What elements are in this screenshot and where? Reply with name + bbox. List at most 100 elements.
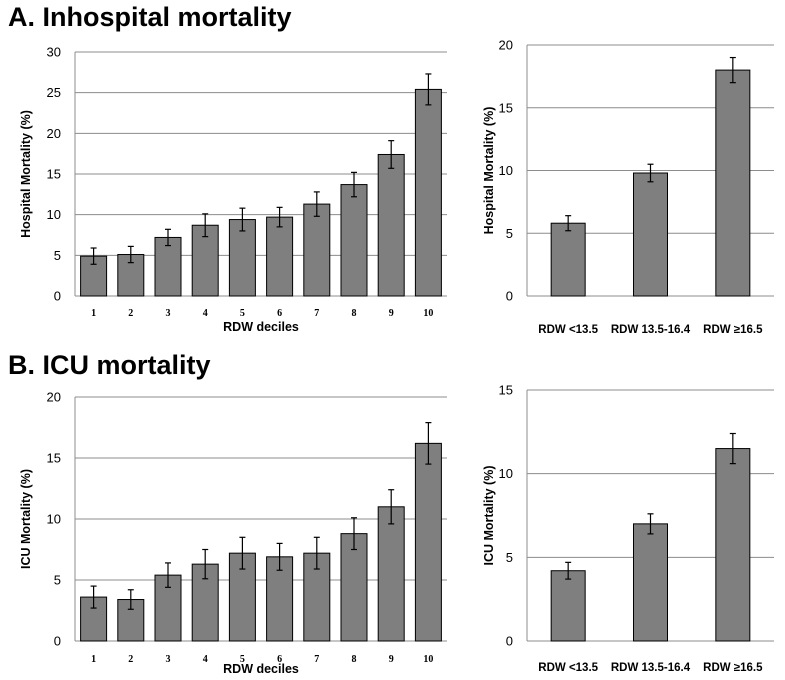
y-tick-label: 20 (47, 126, 61, 141)
y-axis-label: ICU Mortality (%) (482, 466, 496, 566)
y-tick-label: 0 (506, 289, 513, 304)
x-tick-label: RDW ≥16.5 (703, 662, 763, 674)
x-tick-label: 7 (314, 308, 319, 319)
error-bar (565, 215, 572, 232)
x-tick-label: 1 (91, 308, 96, 319)
y-tick-label: 15 (499, 383, 513, 398)
bar (266, 556, 294, 642)
error-bar (239, 207, 246, 232)
y-tick-label: 30 (47, 45, 61, 60)
bar (414, 442, 442, 642)
error-bar (425, 422, 432, 465)
y-tick-label: 15 (47, 451, 61, 466)
bar (117, 254, 145, 297)
y-tick-label: 20 (47, 390, 61, 405)
error-bar (565, 561, 572, 580)
y-tick-label: 0 (506, 634, 513, 649)
panel-a-title: A. Inhospital mortality (8, 2, 292, 32)
bar (377, 153, 405, 297)
x-tick-label: 5 (240, 654, 245, 665)
x-tick-label: 3 (166, 654, 171, 665)
x-tick-label: 10 (423, 308, 433, 319)
y-tick-label: 0 (54, 289, 61, 304)
y-tick-label: 5 (506, 550, 513, 565)
x-tick-label: 7 (314, 654, 319, 665)
error-bar (388, 140, 395, 169)
error-bar (127, 589, 134, 610)
bar (715, 69, 751, 297)
x-tick-label: RDW ≥16.5 (703, 324, 763, 336)
x-axis-label: RDW deciles (223, 662, 299, 676)
x-tick-label: 4 (203, 308, 208, 319)
x-tick-label: 6 (277, 308, 282, 319)
y-tick-label: 5 (54, 573, 61, 588)
y-tick-label: 10 (499, 163, 513, 178)
bar (633, 523, 668, 642)
bar (303, 203, 331, 297)
x-tick-label: 2 (128, 308, 133, 319)
panel-b-title: B. ICU mortality (8, 350, 211, 380)
y-tick-label: 10 (47, 207, 61, 222)
x-tick-label: 10 (423, 654, 433, 665)
y-tick-label: 15 (47, 167, 61, 182)
bar (414, 88, 442, 297)
bar (154, 236, 182, 297)
error-bar (388, 489, 395, 525)
x-tick-label: 8 (352, 308, 357, 319)
x-tick-label: 6 (277, 654, 282, 665)
y-tick-label: 15 (499, 100, 513, 115)
error-bar (90, 585, 97, 609)
y-tick-label: 25 (47, 85, 61, 100)
x-tick-label: 4 (203, 654, 208, 665)
error-bar (351, 517, 357, 551)
x-tick-label: 1 (91, 654, 96, 665)
y-tick-label: 10 (499, 466, 513, 481)
error-bar (313, 536, 320, 570)
error-bar (647, 513, 654, 535)
x-tick-label: RDW <13.5 (538, 324, 598, 336)
bar (550, 222, 586, 297)
y-tick-label: 20 (499, 38, 513, 53)
x-tick-label: 3 (166, 308, 171, 319)
x-tick-label: 5 (240, 308, 245, 319)
error-bar (202, 213, 209, 238)
error-bar (313, 191, 320, 217)
bar (377, 506, 405, 642)
x-tick-label: RDW <13.5 (538, 662, 598, 674)
error-bar (127, 245, 134, 264)
error-bar (165, 562, 171, 588)
x-tick-label: 9 (389, 308, 394, 319)
bar (266, 216, 294, 297)
x-tick-label: 8 (352, 654, 357, 665)
error-bar (425, 73, 432, 106)
error-bar (729, 56, 736, 84)
y-tick-label: 5 (54, 248, 61, 263)
error-bar (239, 536, 246, 570)
error-bar (90, 247, 97, 265)
y-tick-label: 10 (47, 512, 61, 527)
error-bar (202, 548, 209, 580)
x-tick-label: RDW 13.5-16.4 (611, 662, 691, 674)
y-tick-label: 0 (54, 634, 61, 649)
error-bar (276, 542, 283, 571)
bar (340, 533, 368, 642)
error-bar (276, 206, 283, 228)
bar (550, 570, 586, 642)
bar (340, 184, 368, 297)
y-axis-label: ICU Mortality (%) (19, 469, 33, 569)
x-axis-label: RDW deciles (223, 320, 299, 334)
x-tick-label: RDW 13.5-16.4 (611, 324, 691, 336)
y-axis-label: Hospital Mortality (%) (19, 110, 33, 238)
x-tick-label: 9 (389, 654, 394, 665)
error-bar (647, 163, 654, 183)
bar (633, 172, 668, 297)
y-axis-label: Hospital Mortality (%) (482, 107, 496, 235)
x-tick-label: 2 (128, 654, 133, 665)
error-bar (165, 228, 171, 247)
bar (715, 448, 751, 642)
error-bar (351, 171, 357, 198)
